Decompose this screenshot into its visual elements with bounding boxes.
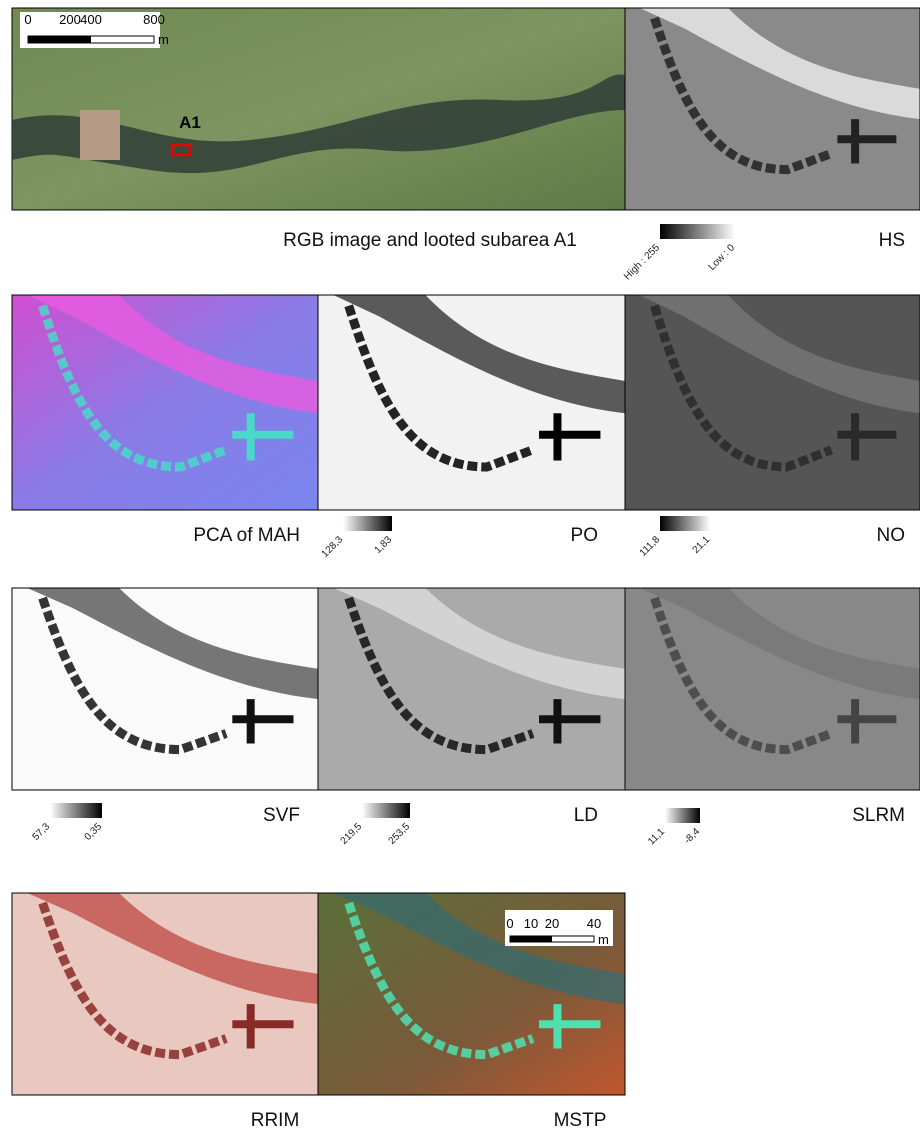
legend-label: 0,35: [83, 821, 105, 843]
panel-label: RRIM: [251, 1110, 300, 1131]
legend-ramp: [660, 224, 735, 239]
panel-label: NO: [877, 525, 906, 546]
legend-label: 253,5: [387, 821, 413, 847]
figure: A1 RGB image and looted subarea A1 02004…: [0, 0, 920, 1135]
site-label: A1: [179, 113, 201, 132]
scale-unit: m: [158, 32, 169, 47]
legend-label: 57,3: [31, 821, 53, 843]
panel: NO 111,8 21,1: [625, 295, 920, 559]
legend-label: 11,1: [646, 826, 667, 847]
panel: MSTP 0 10 20 40m: [318, 893, 625, 1131]
legend-label: High : 255: [622, 242, 662, 282]
panel-label: LD: [574, 805, 598, 826]
legend-label: 111,8: [638, 534, 663, 559]
panel: RRIM: [12, 893, 318, 1131]
field: [80, 110, 120, 160]
legend-label: 219,5: [339, 821, 365, 847]
scale-label: 400: [80, 12, 102, 27]
scale-label: 0: [24, 12, 31, 27]
scale-bar-fill: [510, 936, 552, 942]
panel: PO 128,3 1,83: [318, 295, 625, 560]
scale-label: 40: [587, 916, 601, 931]
rgb-panel: A1 RGB image and looted subarea A1: [12, 8, 625, 251]
scale-bar-fill: [28, 36, 91, 43]
caption: RGB image and looted subarea A1: [283, 230, 577, 251]
legend-label: Low : 0: [707, 242, 738, 273]
legend-label: -8,4: [682, 826, 702, 846]
panel: LD 219,5 253,5: [318, 588, 625, 847]
panel: SLRM 11,1 -8,4: [625, 588, 920, 847]
legend-label: 1,83: [373, 534, 395, 556]
legend-ramp: [362, 803, 410, 818]
scale-label: 0: [506, 916, 513, 931]
scale-label: 20: [545, 916, 559, 931]
panel: SVF 57,3 0,35: [12, 588, 318, 843]
scale-label: 800: [143, 12, 165, 27]
panel-label: MSTP: [554, 1110, 607, 1131]
panel-label: PO: [571, 525, 598, 546]
panel-label: SVF: [263, 805, 300, 826]
panel: PCA of MAH: [12, 295, 318, 546]
panel: HS High : 255 Low : 0: [622, 8, 920, 282]
legend-ramp: [660, 516, 710, 531]
panel-label: PCA of MAH: [193, 525, 300, 546]
legend-label: 21,1: [691, 534, 713, 556]
panel-label: HS: [879, 230, 905, 251]
scale-label: 200: [59, 12, 81, 27]
scale-label: 10: [524, 916, 538, 931]
legend-ramp: [343, 516, 392, 531]
legend-label: 128,3: [320, 534, 346, 560]
scale-unit: m: [598, 932, 609, 947]
panel-label: SLRM: [852, 805, 905, 826]
legend-ramp: [50, 803, 102, 818]
legend-ramp: [665, 808, 700, 823]
